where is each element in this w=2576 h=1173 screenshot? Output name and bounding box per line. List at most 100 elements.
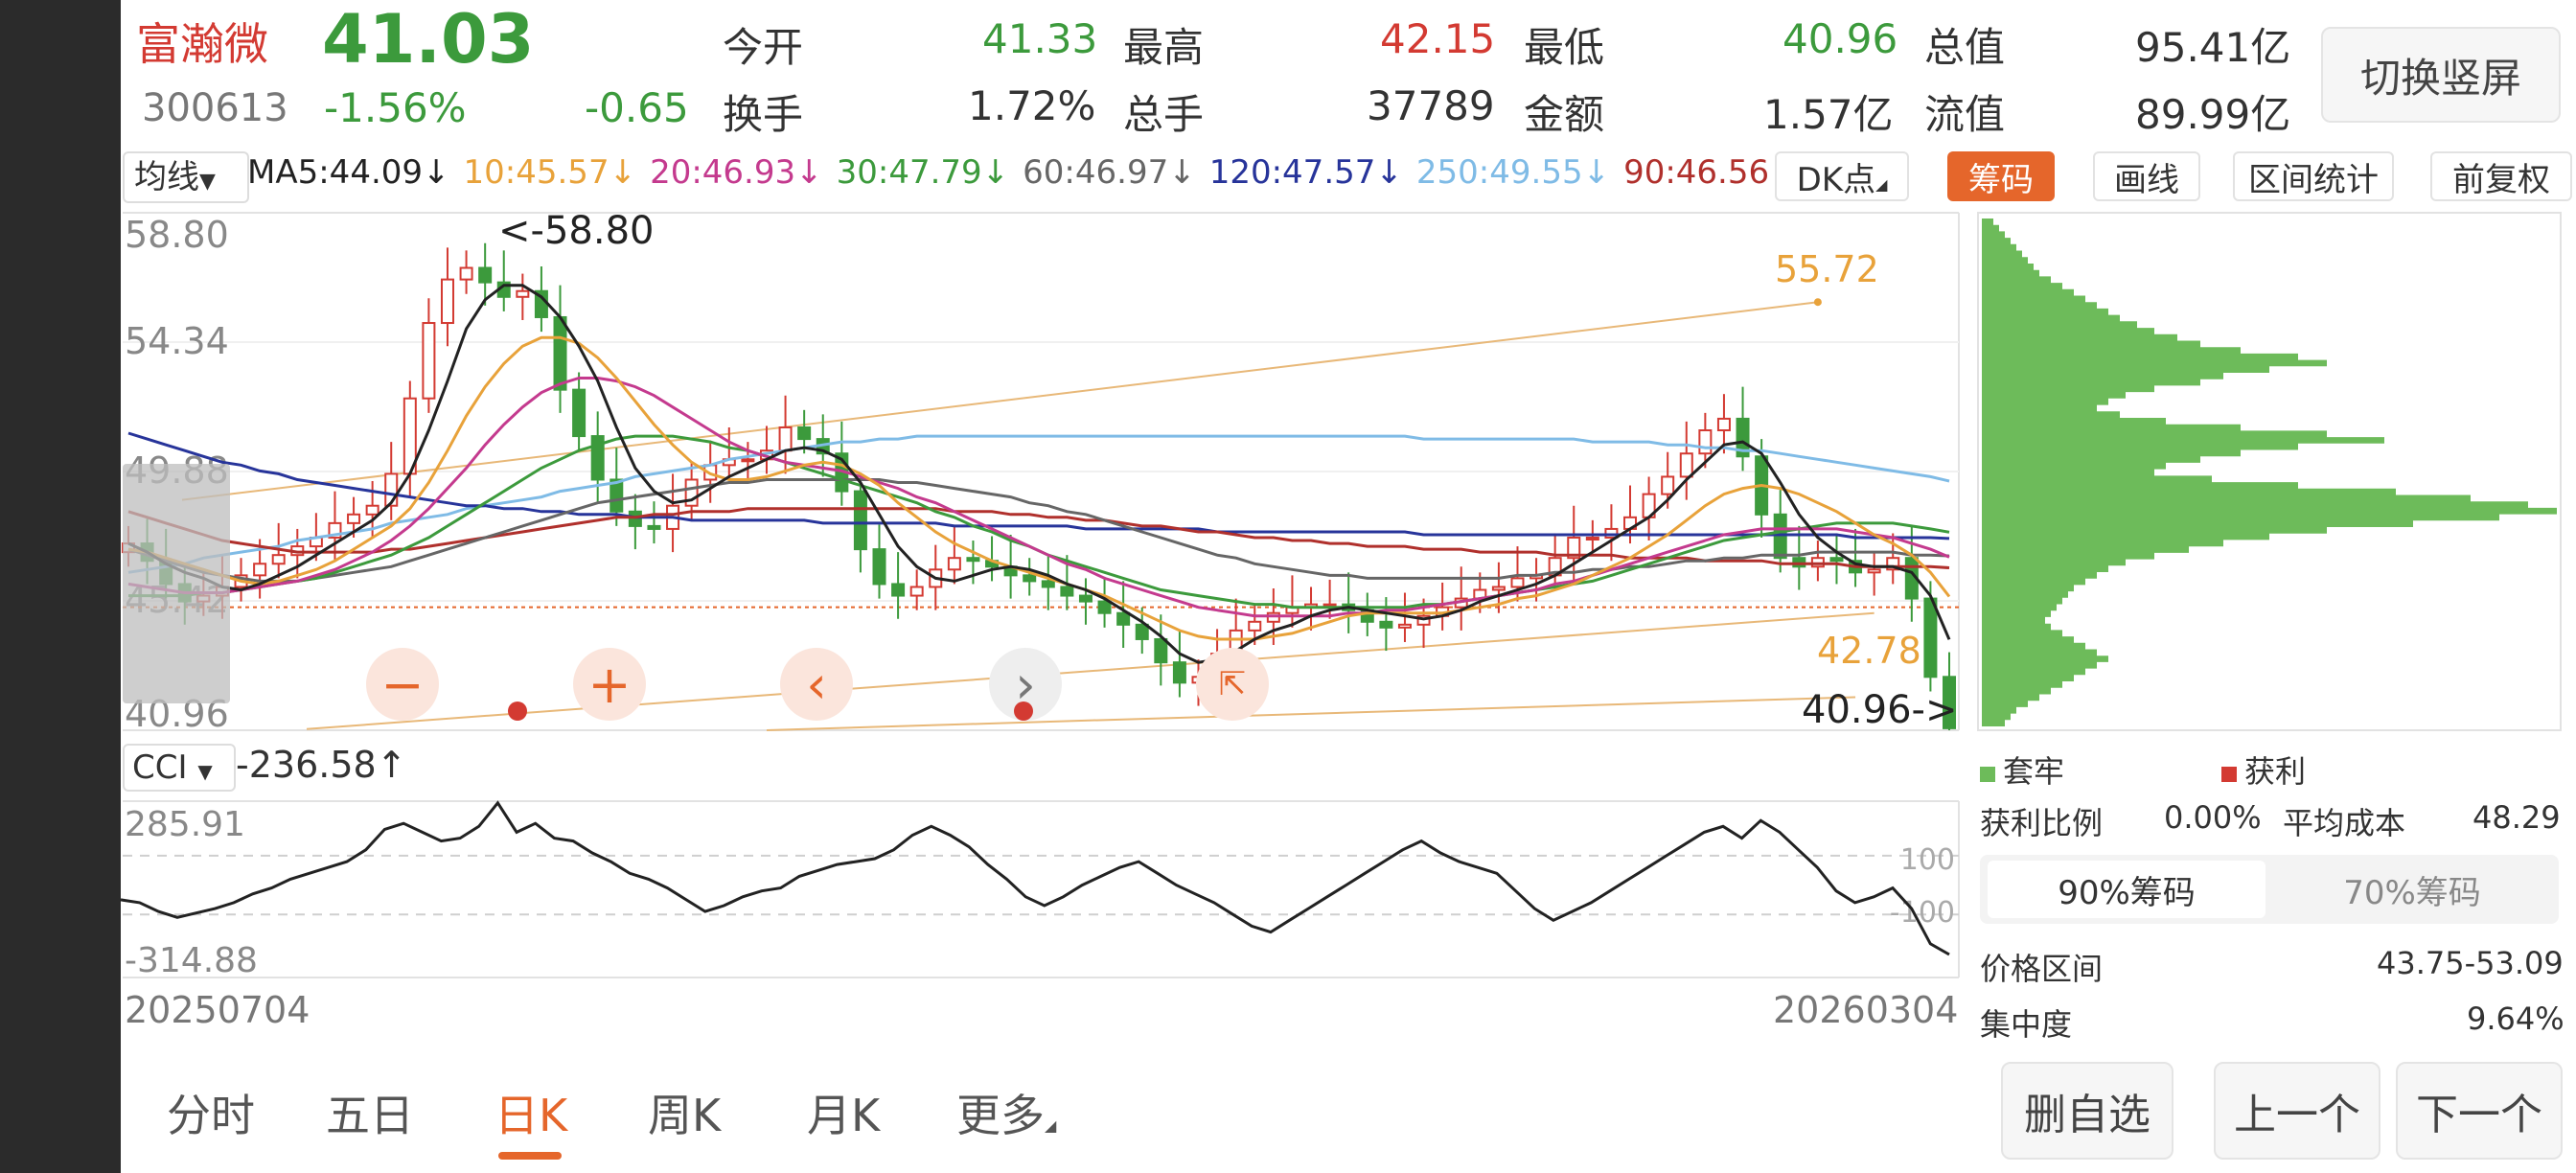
total-mv-value: 95.41亿: [2135, 24, 2291, 71]
ma60-line: [127, 478, 1950, 583]
candle-body: [553, 315, 567, 391]
dropdown-triangle-icon: ▼: [199, 170, 216, 194]
tab-70-chip[interactable]: 70%筹码: [2343, 873, 2481, 912]
legend-trapped-label: 套牢: [2003, 753, 2065, 790]
tab-more[interactable]: 更多◢: [956, 1081, 1056, 1144]
legend-swatch-green: [1980, 767, 1995, 782]
candle-body: [741, 458, 755, 463]
cci-reference-label: -100: [1890, 896, 1955, 930]
draw-line-button[interactable]: 画线: [2093, 151, 2200, 201]
tab-monthly-k[interactable]: 月K: [807, 1090, 881, 1141]
scroll-left-button[interactable]: ‹: [780, 648, 853, 721]
turnover-value: 1.72%: [968, 82, 1096, 129]
candle-body: [797, 426, 812, 441]
ma-value-6: 250:49.55↓: [1415, 153, 1611, 192]
turnover-label: 换手: [723, 91, 804, 138]
candle-body: [947, 557, 961, 571]
cci-reference-label: 100: [1900, 843, 1955, 877]
ma-value-7: 90:46.56↓: [1623, 153, 1797, 192]
zoom-window-handle[interactable]: [123, 464, 230, 703]
cci-current-value: -236.58↑: [236, 744, 407, 786]
dropdown-triangle-icon: ▼: [197, 760, 213, 783]
tab-five-day[interactable]: 五日: [326, 1090, 414, 1141]
candle-body: [1060, 586, 1074, 597]
candle-body: [966, 557, 980, 563]
candle-body: [1943, 676, 1956, 729]
range-stat-button[interactable]: 区间统计: [2233, 151, 2394, 201]
min-price-annotation: 40.96->: [1802, 688, 1957, 732]
candle-body: [422, 322, 436, 400]
indicator-selector[interactable]: CCI ▼: [123, 744, 236, 792]
candle-body: [347, 513, 361, 524]
candle-body: [1135, 623, 1149, 640]
candle-body: [1829, 557, 1844, 563]
candle-body: [1510, 577, 1525, 588]
candle-body: [610, 478, 624, 513]
cci-min-label: -314.88: [125, 941, 258, 980]
ma-value-3: 30:47.79↓: [836, 153, 1010, 192]
profit-ratio-label: 获利比例: [1980, 805, 2104, 841]
ma5-line: [127, 284, 1951, 664]
candle-body: [1041, 580, 1055, 588]
chip-distribution-button[interactable]: 筹码: [1947, 151, 2055, 201]
avg-cost-label: 平均成本: [2283, 805, 2406, 841]
candle-body: [459, 266, 473, 281]
candle-body: [1078, 594, 1092, 603]
tab-90-chip[interactable]: 90%筹码: [1988, 861, 2266, 918]
candle-body: [572, 388, 586, 438]
zoom-in-button[interactable]: +: [573, 648, 646, 721]
tab-weekly-k[interactable]: 周K: [648, 1090, 722, 1141]
trend-line-lower: [766, 696, 1856, 731]
corner-triangle-icon: ◢: [1875, 175, 1888, 194]
candle-body: [1604, 527, 1619, 540]
total-mv-label: 总值: [1924, 24, 2006, 71]
stock-name: 富瀚微: [136, 18, 268, 70]
candle-body: [1023, 574, 1037, 583]
previous-stock-button[interactable]: 上一个: [2214, 1062, 2380, 1160]
trend-lower-label: 42.78: [1817, 630, 1921, 672]
trend-upper-point: [1813, 298, 1822, 307]
candle-body: [365, 504, 380, 516]
candle-body: [628, 510, 642, 527]
candle-body: [1585, 537, 1599, 541]
float-mv-label: 流值: [1924, 91, 2006, 138]
locate-latest-button[interactable]: ⇱: [1196, 648, 1269, 721]
candle-body: [1248, 620, 1262, 632]
ma120-line: [127, 431, 1950, 540]
ma-selector-label: 均线: [134, 158, 199, 196]
candle-body: [1266, 611, 1280, 623]
legend-profit: 获利: [2221, 748, 2306, 792]
next-stock-button[interactable]: 下一个: [2396, 1062, 2563, 1160]
candle-body: [1716, 417, 1731, 432]
avg-cost-value: 48.29: [2472, 799, 2561, 836]
dk-point-button[interactable]: DK点 ◢: [1775, 151, 1909, 201]
candle-body: [253, 563, 267, 577]
ma-values: MA5:44.09↓ 10:45.57↓ 20:46.93↓ 30:47.79↓ 60:…: [247, 153, 1797, 192]
forward-adjust-button[interactable]: 前复权: [2430, 151, 2572, 201]
candle-body: [1097, 600, 1112, 614]
candle-body: [1810, 557, 1825, 568]
event-marker-dot: [1014, 702, 1033, 721]
start-date: 20250704: [125, 989, 310, 1031]
ma20-line: [127, 377, 1950, 618]
candle-body: [1867, 568, 1881, 574]
volume-label: 总手: [1123, 91, 1205, 138]
zoom-out-button[interactable]: −: [366, 648, 439, 721]
tab-intraday[interactable]: 分时: [167, 1090, 255, 1141]
low-value: 40.96: [1782, 15, 1898, 62]
legend-trapped: 套牢: [1980, 748, 2064, 792]
ma-value-1: 10:45.57↓: [463, 153, 637, 192]
ma-value-5: 120:47.57↓: [1208, 153, 1403, 192]
ma-selector[interactable]: 均线▼: [123, 151, 249, 203]
candle-body: [647, 524, 661, 530]
tab-more-label: 更多: [956, 1090, 1045, 1141]
delete-watchlist-button[interactable]: 删自选: [2001, 1062, 2174, 1160]
cci-line: [120, 800, 1950, 956]
switch-portrait-button[interactable]: 切换竖屏: [2321, 27, 2561, 123]
tab-daily-k[interactable]: 日K: [494, 1090, 568, 1141]
volume-value: 37789: [1367, 82, 1495, 129]
ma-value-4: 60:46.97↓: [1023, 153, 1196, 192]
legend-profit-label: 获利: [2244, 753, 2307, 790]
dk-point-label: DK点: [1796, 160, 1876, 199]
candle-body: [1792, 557, 1806, 568]
